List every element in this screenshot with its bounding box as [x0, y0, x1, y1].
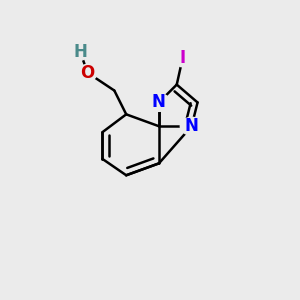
Text: O: O	[80, 64, 95, 82]
Ellipse shape	[148, 94, 170, 111]
Ellipse shape	[174, 49, 192, 67]
Ellipse shape	[180, 117, 203, 135]
Text: N: N	[152, 93, 166, 111]
Text: H: H	[73, 43, 87, 61]
Text: N: N	[185, 117, 199, 135]
Ellipse shape	[78, 64, 97, 81]
Text: I: I	[180, 49, 186, 67]
Ellipse shape	[72, 44, 88, 60]
